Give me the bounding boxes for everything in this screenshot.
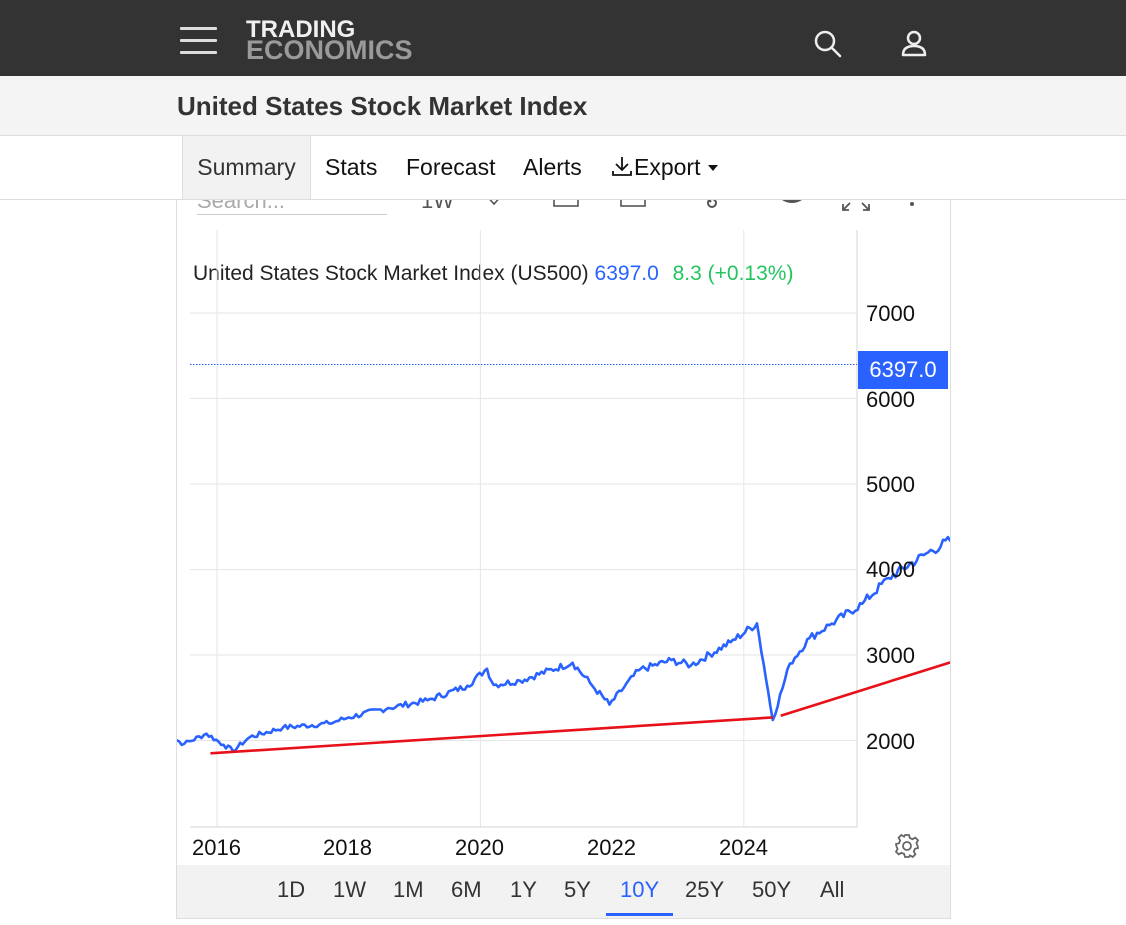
download-icon xyxy=(612,157,632,176)
y-tick-label: 6000 xyxy=(866,387,915,412)
y-tick-label: 7000 xyxy=(866,301,915,326)
tab-forecast-label: Forecast xyxy=(406,154,496,180)
range-1m[interactable]: 1M xyxy=(393,877,424,902)
tab-alerts-label: Alerts xyxy=(523,154,582,180)
trendline xyxy=(780,661,950,717)
tab-bar: Summary Stats Forecast Alerts Export xyxy=(0,136,1126,200)
y-tick-label: 5000 xyxy=(866,472,915,497)
x-tick-label: 2020 xyxy=(455,835,504,860)
chart-widget: Search... 1W United States Stock Market … xyxy=(176,200,951,919)
caret-down-icon xyxy=(707,165,718,171)
tab-export-label: Export xyxy=(634,154,701,180)
logo[interactable]: TRADING ECONOMICS xyxy=(246,16,413,65)
x-tick-label: 2024 xyxy=(719,835,768,860)
chart-toolbar: Search... 1W xyxy=(177,200,950,228)
y-tick-label: 4000 xyxy=(866,557,915,582)
layout-icon[interactable] xyxy=(552,200,582,214)
legend-price: 6397.0 xyxy=(594,262,659,285)
page-title: United States Stock Market Index xyxy=(177,91,588,121)
snapshot-icon[interactable] xyxy=(774,200,810,214)
fullscreen-icon[interactable] xyxy=(841,200,871,216)
range-5y[interactable]: 5Y xyxy=(564,877,591,902)
active-range-indicator xyxy=(606,913,673,916)
more-options-icon[interactable] xyxy=(907,200,917,214)
range-1w[interactable]: 1W xyxy=(333,877,366,902)
tab-export[interactable]: Export xyxy=(610,136,719,199)
tab-stats[interactable]: Stats xyxy=(325,136,377,199)
chart-plot[interactable] xyxy=(177,200,950,865)
range-1d[interactable]: 1D xyxy=(277,877,306,902)
x-tick-label: 2016 xyxy=(192,835,241,860)
range-10y[interactable]: 10Y xyxy=(620,877,660,902)
title-bar xyxy=(0,76,1126,136)
x-tick-label: 2018 xyxy=(323,835,372,860)
compare-icon[interactable] xyxy=(619,200,649,214)
indicator-icon[interactable] xyxy=(482,200,506,208)
interval-selector[interactable]: 1W xyxy=(421,200,454,213)
hamburger-icon[interactable] xyxy=(180,27,217,55)
draw-tool-icon[interactable] xyxy=(697,200,721,214)
tab-alerts[interactable]: Alerts xyxy=(523,136,582,199)
x-tick-label: 2022 xyxy=(587,835,636,860)
range-50y[interactable]: 50Y xyxy=(752,877,792,902)
tab-summary[interactable]: Summary xyxy=(182,136,311,199)
tab-forecast[interactable]: Forecast xyxy=(406,136,495,199)
legend-change: 8.3 (+0.13%) xyxy=(672,262,794,285)
price-series-line xyxy=(177,535,950,753)
range-1y[interactable]: 1Y xyxy=(510,877,537,902)
trendline xyxy=(210,716,773,755)
user-icon[interactable] xyxy=(898,28,930,60)
range-all[interactable]: All xyxy=(820,877,845,902)
top-navbar: TRADING ECONOMICS xyxy=(0,0,1126,76)
range-6m[interactable]: 6M xyxy=(451,877,482,902)
last-price-tag: 6397.0 xyxy=(858,351,948,389)
chart-search-input[interactable]: Search... xyxy=(197,200,387,215)
tab-stats-label: Stats xyxy=(325,154,378,180)
tab-summary-label: Summary xyxy=(197,154,296,180)
chart-legend: United States Stock Market Index (US500)… xyxy=(193,262,793,286)
settings-gear-icon[interactable] xyxy=(893,832,921,860)
logo-line1: TRADING xyxy=(246,16,356,43)
logo-line2: ECONOMICS xyxy=(246,35,413,65)
y-tick-label: 2000 xyxy=(866,729,915,754)
range-25y[interactable]: 25Y xyxy=(685,877,725,902)
range-selector: 1D 1W 1M 6M 1Y 5Y 10Y 25Y 50Y All xyxy=(177,865,950,918)
search-icon[interactable] xyxy=(812,28,844,60)
legend-symbol-name: United States Stock Market Index (US500) xyxy=(193,262,589,285)
y-tick-label: 3000 xyxy=(866,643,915,668)
